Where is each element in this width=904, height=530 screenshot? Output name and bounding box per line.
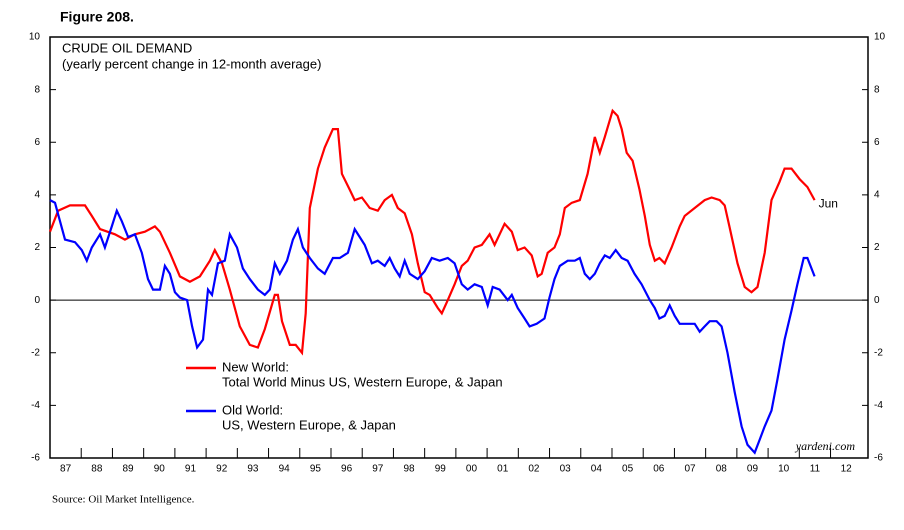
legend-label: New World: (222, 359, 289, 374)
plot-frame (49, 36, 869, 459)
legend-description: Total World Minus US, Western Europe, & … (222, 374, 503, 389)
series-line (49, 199, 816, 455)
x-tick-label: 95 (310, 464, 322, 475)
x-tick-label: 01 (497, 464, 509, 475)
x-tick-label: 04 (591, 464, 603, 475)
y-tick-label: -4 (31, 400, 40, 411)
y-tick-label: 10 (29, 32, 41, 43)
y2-tick-label: 8 (874, 84, 880, 95)
legend-description: US, Western Europe, & Japan (222, 417, 396, 432)
y-tick-label: -6 (31, 453, 40, 464)
x-tick-label: 09 (747, 464, 759, 475)
x-tick-label: 97 (372, 464, 384, 475)
source-note: Source: Oil Market Intelligence. (52, 494, 195, 506)
x-tick-label: 06 (653, 464, 665, 475)
x-tick-label: 12 (841, 464, 853, 475)
x-tick-label: 11 (810, 464, 821, 475)
x-tick-label: 08 (716, 464, 728, 475)
x-tick-label: 96 (341, 464, 353, 475)
x-tick-label: 05 (622, 464, 634, 475)
chart-subtitle: (yearly percent change in 12-month avera… (62, 56, 321, 71)
y-tick-label: 6 (34, 137, 40, 148)
series-line (48, 108, 816, 356)
x-tick-label: 91 (185, 464, 197, 475)
y-tick-label: -2 (31, 347, 40, 358)
figure-label: Figure 208. (60, 9, 134, 25)
x-tick-label: 89 (122, 464, 134, 475)
watermark: yardeni.com (795, 439, 856, 453)
x-tick-label: 00 (466, 464, 478, 475)
x-tick-label: 07 (684, 464, 696, 475)
y2-tick-label: -2 (874, 347, 883, 358)
y2-tick-label: 6 (874, 137, 880, 148)
end-annotation: Jun (819, 196, 838, 210)
y2-tick-label: 10 (874, 32, 886, 43)
y-tick-label: 0 (34, 295, 40, 306)
y2-tick-label: -4 (874, 400, 883, 411)
y-tick-label: 2 (34, 242, 40, 253)
y-tick-label: 8 (34, 84, 40, 95)
y2-tick-label: 4 (874, 190, 880, 201)
x-tick-label: 10 (778, 464, 790, 475)
x-tick-label: 03 (560, 464, 572, 475)
x-tick-label: 92 (216, 464, 228, 475)
y2-tick-label: -6 (874, 453, 883, 464)
x-tick-label: 93 (247, 464, 259, 475)
x-tick-label: 88 (91, 464, 103, 475)
x-tick-label: 02 (528, 464, 540, 475)
legend-label: Old World: (222, 402, 283, 417)
y2-tick-label: 0 (874, 295, 880, 306)
x-tick-label: 98 (403, 464, 415, 475)
chart-title: CRUDE OIL DEMAND (62, 40, 192, 55)
x-tick-label: 90 (154, 464, 166, 475)
x-tick-label: 87 (60, 464, 72, 475)
y-tick-label: 4 (34, 190, 40, 201)
y2-tick-label: 2 (874, 242, 880, 253)
x-tick-label: 99 (435, 464, 447, 475)
x-tick-label: 94 (279, 464, 291, 475)
